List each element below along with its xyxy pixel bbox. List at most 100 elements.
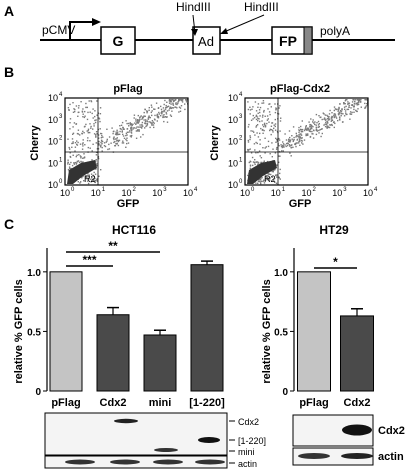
ad-box	[192, 26, 221, 55]
flow-dot	[359, 100, 361, 102]
flow-dot	[327, 126, 329, 129]
y-tick-exponent: 3	[239, 114, 243, 120]
flow-dot	[139, 118, 141, 121]
flow-dot	[72, 102, 74, 104]
flow-dot	[247, 149, 249, 152]
flow-dot	[84, 115, 86, 117]
flow-dot	[275, 107, 277, 109]
flow-dot	[252, 161, 255, 163]
flow-dot	[78, 154, 80, 156]
flow-dot	[178, 99, 181, 101]
flow-dot	[262, 102, 265, 104]
flow-plot-title: pFlag-Cdx2	[270, 83, 330, 95]
flow-dot	[131, 129, 133, 132]
flow-dot	[173, 100, 175, 102]
flow-dot	[295, 136, 297, 138]
y-tick-label: 10	[48, 115, 58, 125]
flow-dot	[95, 159, 97, 161]
flow-dot	[178, 100, 180, 102]
flow-dot	[339, 103, 341, 105]
flow-dot	[250, 119, 253, 121]
flow-dot	[279, 168, 281, 171]
flow-dot	[147, 116, 150, 119]
flow-dot	[347, 103, 349, 105]
flow-dot	[364, 107, 366, 109]
flow-dot	[312, 126, 314, 128]
flow-dot	[360, 99, 362, 101]
flow-dot	[118, 139, 120, 142]
flow-dot	[298, 142, 300, 144]
flow-dot	[269, 177, 271, 179]
flow-dot	[257, 136, 260, 138]
x-tick-label: 10	[240, 188, 250, 198]
flow-dot	[87, 132, 89, 134]
flow-dot	[319, 116, 321, 119]
flow-dot	[317, 126, 319, 128]
flow-dot	[266, 176, 268, 179]
flow-dot	[123, 137, 126, 139]
flow-dot	[306, 129, 308, 131]
flow-dot	[345, 99, 347, 101]
flow-dot	[151, 120, 154, 122]
flow-dot	[272, 131, 274, 133]
flow-dot	[329, 124, 331, 126]
flow-dot	[167, 105, 170, 107]
flow-dot	[285, 145, 287, 148]
flow-dot	[309, 128, 312, 130]
flow-dot	[157, 107, 160, 109]
flow-dot	[138, 130, 140, 132]
flow-dot	[73, 162, 75, 164]
flow-dot	[273, 127, 275, 129]
flow-dot	[85, 175, 88, 178]
flow-dot	[348, 104, 350, 107]
flow-dot	[85, 123, 87, 126]
flow-dot	[273, 177, 276, 180]
flow-dot	[305, 127, 307, 129]
flow-dot	[278, 155, 280, 157]
flow-dot	[150, 122, 152, 124]
flow-dot	[92, 108, 94, 110]
x-tick-exponent: 3	[343, 187, 347, 193]
x-tick-label: 10	[121, 188, 131, 198]
flow-dot	[278, 107, 280, 109]
y-axis-label: relative % GFP cells	[13, 279, 25, 383]
flow-dot	[285, 142, 288, 145]
flow-dot	[259, 115, 261, 117]
flow-dot	[247, 141, 250, 143]
flow-y-label: Cherry	[209, 124, 221, 160]
flow-dot	[299, 133, 301, 135]
flow-dot	[122, 133, 124, 136]
flow-dot	[168, 100, 171, 102]
flow-dot	[131, 124, 133, 126]
flow-dot	[267, 140, 270, 143]
flow-dot	[130, 136, 132, 138]
significance-label: *	[333, 255, 338, 269]
flow-dot	[357, 103, 360, 105]
flow-dot	[304, 128, 306, 130]
flow-dot	[138, 126, 140, 128]
flow-dot	[318, 132, 320, 134]
flow-dot	[93, 133, 96, 135]
flow-dot	[82, 113, 84, 115]
flow-dot	[71, 164, 74, 167]
flow-dot	[163, 110, 166, 112]
flow-dot	[87, 182, 90, 185]
flow-dot	[108, 136, 111, 138]
flow-dot	[353, 105, 355, 107]
flow-dot	[87, 177, 89, 179]
flow-dot	[146, 110, 149, 113]
flow-dot	[98, 143, 100, 145]
flow-dot	[87, 146, 89, 149]
flow-dot	[94, 115, 96, 118]
ad-box-label: Ad	[198, 34, 214, 49]
flow-dot	[164, 99, 166, 102]
flow-dot	[291, 138, 293, 140]
x-tick-labels: 10 0 10 1 10 2 10 3 10 4	[240, 187, 378, 198]
flow-dot	[254, 163, 256, 166]
flow-dot	[139, 116, 141, 118]
flow-dot	[279, 178, 281, 180]
flow-dot	[328, 119, 330, 121]
flow-dot	[255, 152, 257, 154]
flow-dot	[83, 156, 86, 158]
